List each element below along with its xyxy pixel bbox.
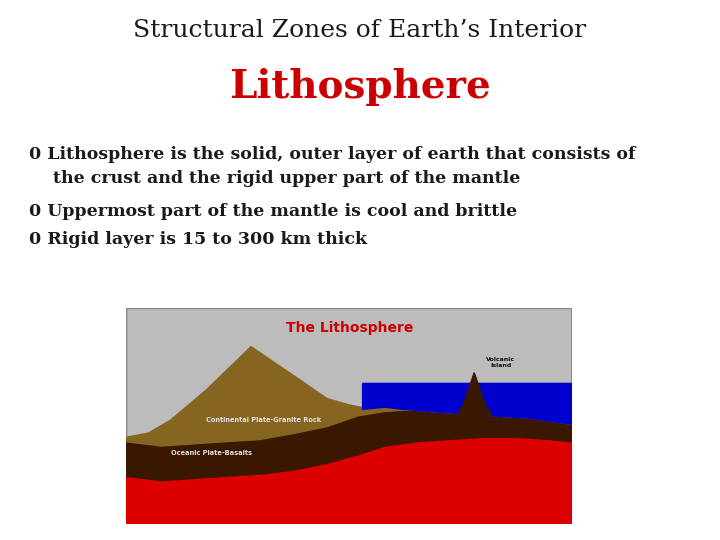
Text: Oceanic Plate-Basalts: Oceanic Plate-Basalts [171, 449, 252, 456]
Text: The Lithosphere: The Lithosphere [286, 321, 413, 335]
Text: Ocean: Ocean [389, 392, 426, 401]
Text: the crust and the rigid upper part of the mantle: the crust and the rigid upper part of th… [29, 170, 520, 187]
Polygon shape [126, 347, 572, 446]
Text: 0 Rigid layer is 15 to 300 km thick: 0 Rigid layer is 15 to 300 km thick [29, 231, 367, 248]
Polygon shape [456, 373, 492, 416]
Text: Lithosphere: Lithosphere [229, 68, 491, 105]
Text: Continental Plate-Granite Rock: Continental Plate-Granite Rock [207, 417, 321, 423]
Text: Structural Zones of Earth’s Interior: Structural Zones of Earth’s Interior [133, 19, 587, 42]
Polygon shape [126, 437, 572, 524]
Text: 0 Uppermost part of the mantle is cool and brittle: 0 Uppermost part of the mantle is cool a… [29, 202, 517, 219]
Text: 0 Lithosphere is the solid, outer layer of earth that consists of: 0 Lithosphere is the solid, outer layer … [29, 146, 635, 163]
Polygon shape [126, 409, 572, 481]
Polygon shape [363, 383, 572, 424]
Text: Volcanic
Island: Volcanic Island [487, 357, 516, 368]
FancyBboxPatch shape [126, 308, 572, 524]
